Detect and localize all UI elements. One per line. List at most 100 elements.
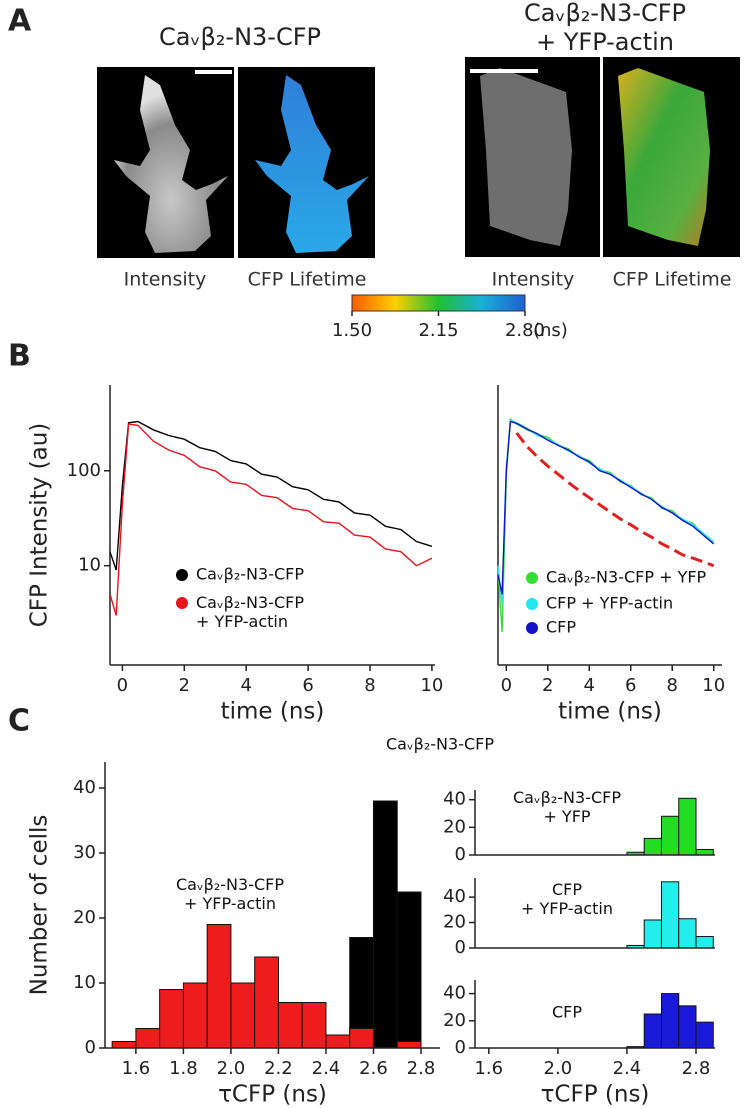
x-tick-label: 8 xyxy=(666,675,677,696)
series-annotation: Caᵥβ₂-N3-CFP + YFP-actin xyxy=(176,875,284,913)
text-line: + YFP-actin xyxy=(184,894,276,913)
x-tick-label: 4 xyxy=(240,675,251,696)
histogram-bar xyxy=(660,993,680,1049)
colorbar-unit: (ns) xyxy=(533,320,568,341)
panel-label: B xyxy=(8,339,31,374)
y-tick-label: 0 xyxy=(455,844,466,865)
histogram-bar xyxy=(678,918,697,949)
data-line xyxy=(109,420,433,571)
histogram-bar xyxy=(277,1002,303,1049)
x-tick-label: 2.0 xyxy=(544,1058,573,1079)
colorbar-tick-label: 2.80 xyxy=(505,320,545,341)
x-tick-label: 2.4 xyxy=(312,1058,341,1079)
x-tick-label: 2.6 xyxy=(359,1058,388,1079)
colorbar xyxy=(351,294,526,312)
y-tick-label: 10 xyxy=(73,972,96,993)
x-tick-label: 1.8 xyxy=(169,1058,198,1079)
legend-marker xyxy=(526,622,538,634)
cell xyxy=(480,68,572,246)
series-annotation: Caᵥβ₂-N3-CFP + YFP xyxy=(513,788,621,826)
x-tick-label: 6 xyxy=(302,675,313,696)
text-line: Caᵥβ₂-N3-CFP xyxy=(196,593,304,612)
x-tick-label: 4 xyxy=(584,675,595,696)
histogram-bar xyxy=(135,1028,161,1049)
y-axis-label: Number of cells xyxy=(27,815,53,996)
histogram-bar xyxy=(643,919,662,949)
data-line xyxy=(497,420,715,595)
x-axis-label: τCFP (ns) xyxy=(218,1082,327,1108)
text-line: Caᵥβ₂-N3-CFP xyxy=(513,788,621,807)
x-tick-label: 2.8 xyxy=(682,1058,711,1079)
legend-marker xyxy=(176,569,188,581)
y-tick-label: 40 xyxy=(443,789,466,810)
text-line: + YFP-actin xyxy=(536,28,674,56)
x-axis-label: time (ns) xyxy=(221,699,325,725)
image-label: Intensity xyxy=(492,269,575,291)
x-tick-label: 0 xyxy=(501,675,512,696)
histogram-bar xyxy=(695,936,714,949)
series-annotation: CFP + YFP-actin xyxy=(521,880,613,918)
x-tick-label: 10 xyxy=(702,675,725,696)
panel-label: C xyxy=(8,704,30,739)
histogram-bar xyxy=(695,848,714,856)
x-tick-label: 2.8 xyxy=(407,1058,436,1079)
histogram-bar xyxy=(643,1013,662,1049)
data-line xyxy=(515,432,715,568)
histogram-bar xyxy=(678,1005,697,1049)
legend-marker xyxy=(526,572,538,584)
y-tick-label: 40 xyxy=(73,777,96,798)
x-tick-label: 10 xyxy=(420,675,443,696)
x-axis-label: τCFP (ns) xyxy=(541,1082,650,1108)
x-tick-label: 0 xyxy=(117,675,128,696)
x-tick-label: 1.6 xyxy=(122,1058,151,1079)
legend-marker xyxy=(176,597,188,609)
image-label: CFP Lifetime xyxy=(248,269,367,291)
text-line: Caᵥβ₂-N3-CFP xyxy=(176,875,284,894)
legend-marker xyxy=(526,598,538,610)
legend-label: Caᵥβ₂-N3-CFP xyxy=(196,565,304,584)
legend-label: Caᵥβ₂-N3-CFP + YFP xyxy=(546,568,707,587)
series-annotation: CFP xyxy=(552,1003,582,1022)
text-line: CFP xyxy=(552,880,582,899)
y-tick-label: 0 xyxy=(85,1037,96,1058)
cell xyxy=(618,68,710,246)
text-line: + YFP xyxy=(543,807,590,826)
y-tick-label: 40 xyxy=(443,886,466,907)
x-tick-label: 2.0 xyxy=(217,1058,246,1079)
x-tick-label: 8 xyxy=(364,675,375,696)
legend-label: CFP + YFP-actin xyxy=(546,594,673,613)
histogram-bar xyxy=(678,797,697,856)
histogram-bar xyxy=(230,982,256,1049)
histogram-bar xyxy=(301,1002,327,1049)
text-line: + YFP-actin xyxy=(196,612,288,631)
y-axis-label: CFP Intensity (au) xyxy=(27,423,53,628)
colorbar-tick-label: 1.50 xyxy=(332,320,372,341)
x-tick-label: 1.6 xyxy=(474,1058,503,1079)
image-label: CFP Lifetime xyxy=(613,269,732,291)
x-tick-label: 6 xyxy=(625,675,636,696)
histogram-bar xyxy=(660,815,680,856)
y-tick-label: 10 xyxy=(78,555,101,576)
legend-label: Caᵥβ₂-N3-CFP + YFP-actin xyxy=(196,593,304,631)
histogram-bar xyxy=(111,1041,137,1049)
y-tick-label: 20 xyxy=(443,816,466,837)
x-tick-label: 2 xyxy=(179,675,190,696)
x-axis-label: time (ns) xyxy=(558,699,662,725)
histogram-bar xyxy=(695,1021,714,1049)
y-tick-label: 20 xyxy=(73,907,96,928)
histogram-bar xyxy=(660,881,680,949)
text-line: + YFP-actin xyxy=(521,899,613,918)
legend-label: CFP xyxy=(546,618,576,637)
y-tick-label: 100 xyxy=(67,460,101,481)
y-tick-label: 0 xyxy=(455,937,466,958)
data-line xyxy=(109,423,433,616)
image-title: Caᵥβ₂-N3-CFP + YFP-actin xyxy=(524,0,686,56)
histogram-bar xyxy=(159,989,184,1049)
image-label: Intensity xyxy=(124,269,207,291)
y-tick-label: 20 xyxy=(443,1010,466,1031)
histogram-bar xyxy=(396,1041,422,1049)
x-tick-label: 2.2 xyxy=(264,1058,293,1079)
histogram-bar xyxy=(396,891,422,1049)
histogram-bar xyxy=(643,837,662,856)
